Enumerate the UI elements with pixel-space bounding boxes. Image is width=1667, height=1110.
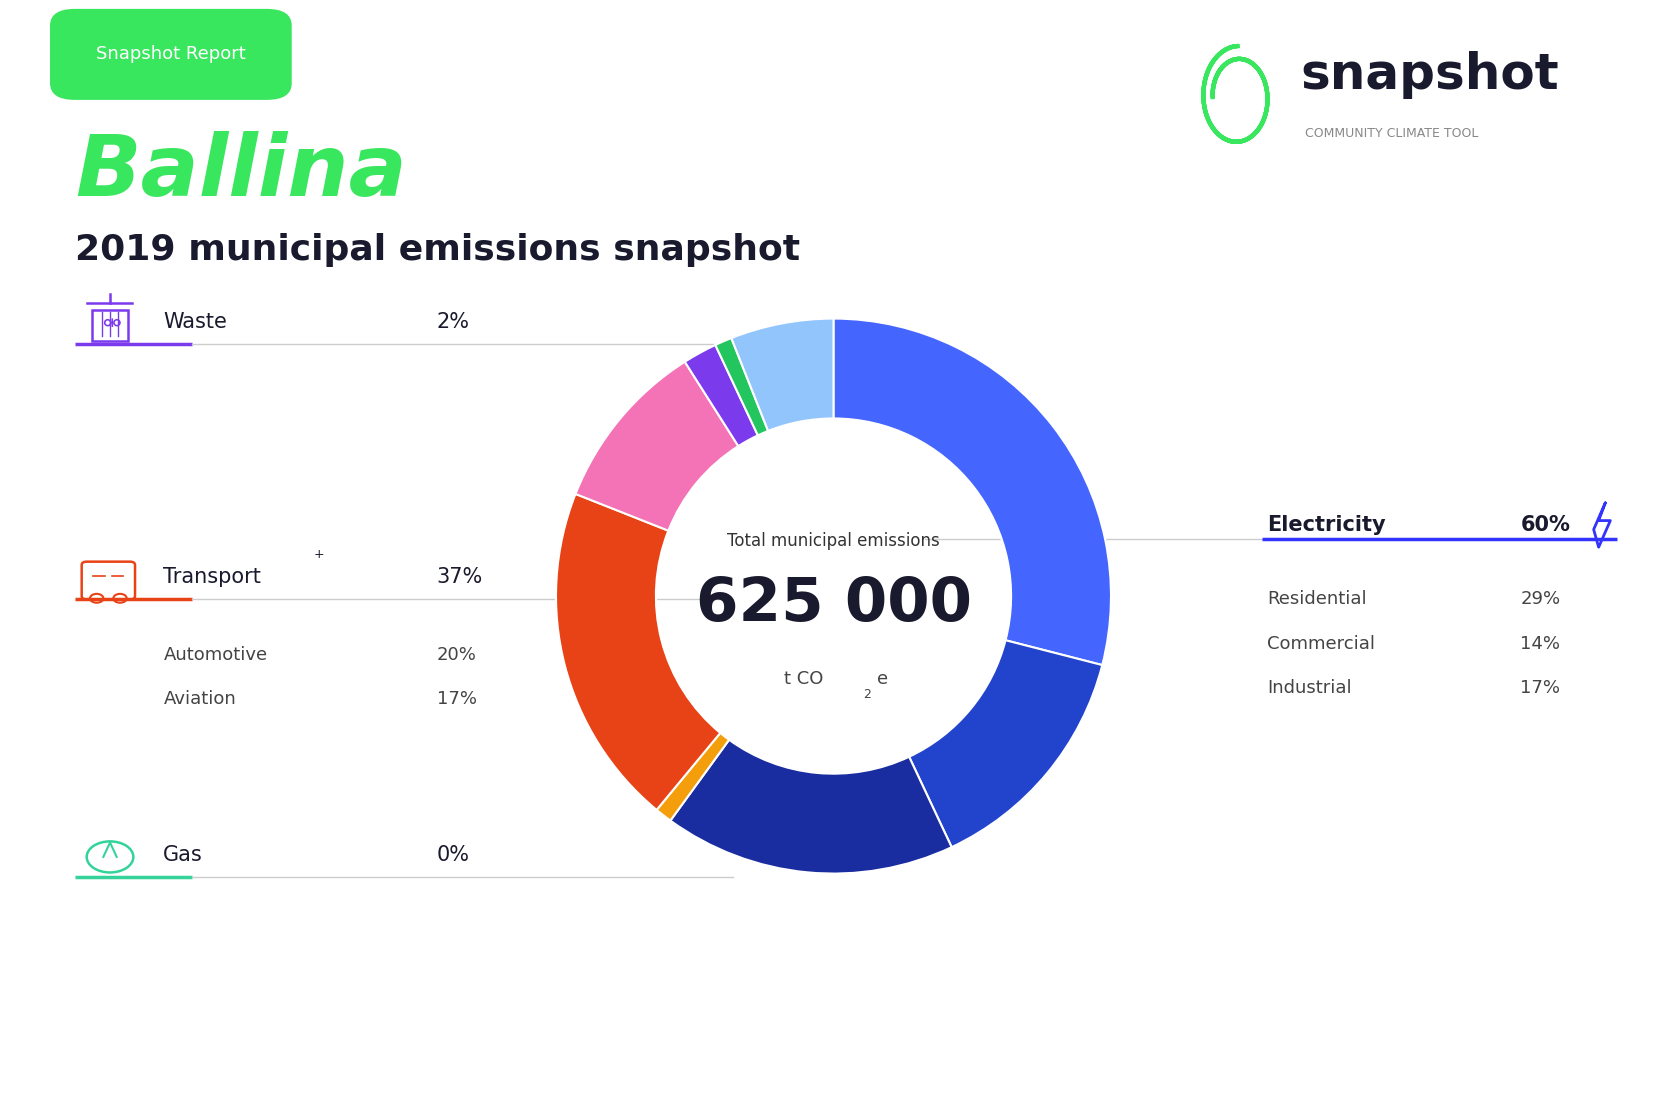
Text: Aviation: Aviation (163, 690, 237, 708)
Text: 17%: 17% (437, 690, 477, 708)
Text: e: e (877, 670, 887, 688)
Text: Snapshot Report: Snapshot Report (97, 46, 245, 63)
Text: 0%: 0% (437, 845, 470, 865)
Text: +: + (313, 548, 323, 562)
Text: Residential: Residential (1267, 591, 1367, 608)
Text: 625 000: 625 000 (695, 575, 972, 634)
Wedge shape (685, 345, 758, 446)
Text: t CO: t CO (783, 670, 823, 688)
Text: ⚮: ⚮ (102, 315, 122, 335)
Text: Gas: Gas (163, 845, 203, 865)
Wedge shape (715, 339, 768, 435)
Wedge shape (834, 319, 1110, 665)
Wedge shape (657, 733, 728, 820)
Text: 2: 2 (862, 688, 870, 702)
Text: 20%: 20% (437, 646, 477, 664)
Text: 17%: 17% (1520, 679, 1560, 697)
Text: Ballina: Ballina (75, 131, 407, 213)
Text: 37%: 37% (437, 567, 483, 587)
FancyBboxPatch shape (50, 9, 292, 100)
Text: 2019 municipal emissions snapshot: 2019 municipal emissions snapshot (75, 233, 800, 266)
Text: 14%: 14% (1520, 635, 1560, 653)
Text: Industrial: Industrial (1267, 679, 1352, 697)
Text: Waste: Waste (163, 312, 227, 332)
Text: snapshot: snapshot (1300, 51, 1559, 100)
Text: COMMUNITY CLIMATE TOOL: COMMUNITY CLIMATE TOOL (1305, 127, 1479, 140)
Text: Total municipal emissions: Total municipal emissions (727, 532, 940, 549)
Wedge shape (557, 494, 720, 810)
Text: Transport: Transport (163, 567, 262, 587)
Text: 60%: 60% (1520, 515, 1570, 535)
Wedge shape (575, 362, 738, 531)
Text: Electricity: Electricity (1267, 515, 1385, 535)
Text: 2%: 2% (437, 312, 470, 332)
Wedge shape (732, 319, 834, 431)
Wedge shape (909, 640, 1102, 847)
Text: Commercial: Commercial (1267, 635, 1375, 653)
Text: 29%: 29% (1520, 591, 1560, 608)
Wedge shape (670, 739, 952, 874)
Text: Automotive: Automotive (163, 646, 267, 664)
